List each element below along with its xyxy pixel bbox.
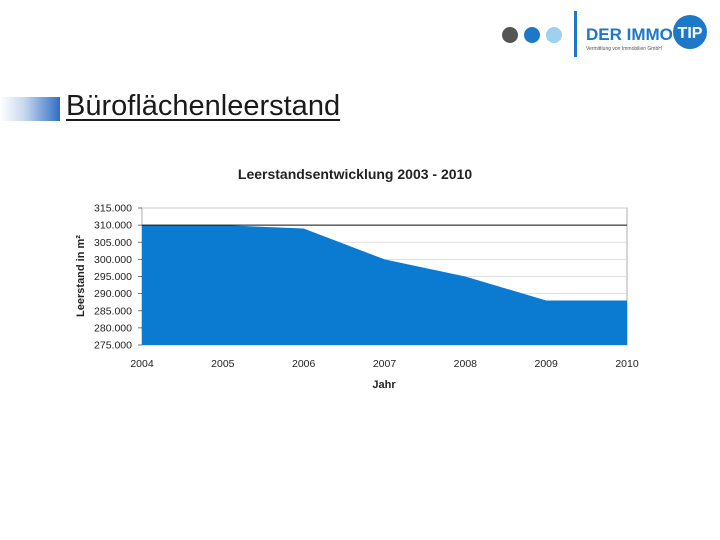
- slide-title: Büroflächenleerstand: [66, 90, 341, 122]
- y-tick-label: 290.000: [94, 288, 132, 300]
- logo-tagline: Vermittlung von Immobilien GmbH: [586, 46, 662, 52]
- y-tick-label: 310.000: [94, 220, 132, 232]
- logo-dot-1: [502, 27, 518, 43]
- x-tick-label: 2004: [130, 358, 154, 370]
- y-axis-title: Leerstand in m²: [75, 235, 87, 317]
- logo-name: DER IMMO: [586, 25, 673, 44]
- logo-divider: [574, 11, 577, 57]
- logo-badge-text: TIP: [678, 25, 703, 42]
- chart-title: Leerstandsentwicklung 2003 - 2010: [238, 166, 472, 182]
- y-tick-label: 275.000: [94, 340, 132, 352]
- x-tick-label: 2005: [211, 358, 235, 370]
- series-area: [142, 225, 627, 345]
- logo-dot-3: [546, 27, 562, 43]
- logo-dot-2: [524, 27, 540, 43]
- company-logo: DER IMMO TIP Vermittlung von Immobilien …: [502, 11, 707, 57]
- x-tick-label: 2006: [292, 358, 316, 370]
- x-tick-label: 2009: [534, 358, 558, 370]
- y-tick-label: 295.000: [94, 271, 132, 283]
- y-tick-label: 280.000: [94, 322, 132, 334]
- y-tick-label: 315.000: [94, 203, 132, 215]
- y-tick-label: 305.000: [94, 237, 132, 249]
- area-chart: Leerstandsentwicklung 2003 - 2010 275.00…: [75, 166, 639, 391]
- title-accent-bar: [0, 97, 60, 121]
- logo-badge: [673, 15, 707, 49]
- x-axis-title: Jahr: [372, 379, 396, 391]
- x-tick-label: 2008: [454, 358, 478, 370]
- y-tick-label: 285.000: [94, 305, 132, 317]
- x-tick-label: 2010: [615, 358, 639, 370]
- y-tick-label: 300.000: [94, 254, 132, 266]
- x-tick-label: 2007: [373, 358, 397, 370]
